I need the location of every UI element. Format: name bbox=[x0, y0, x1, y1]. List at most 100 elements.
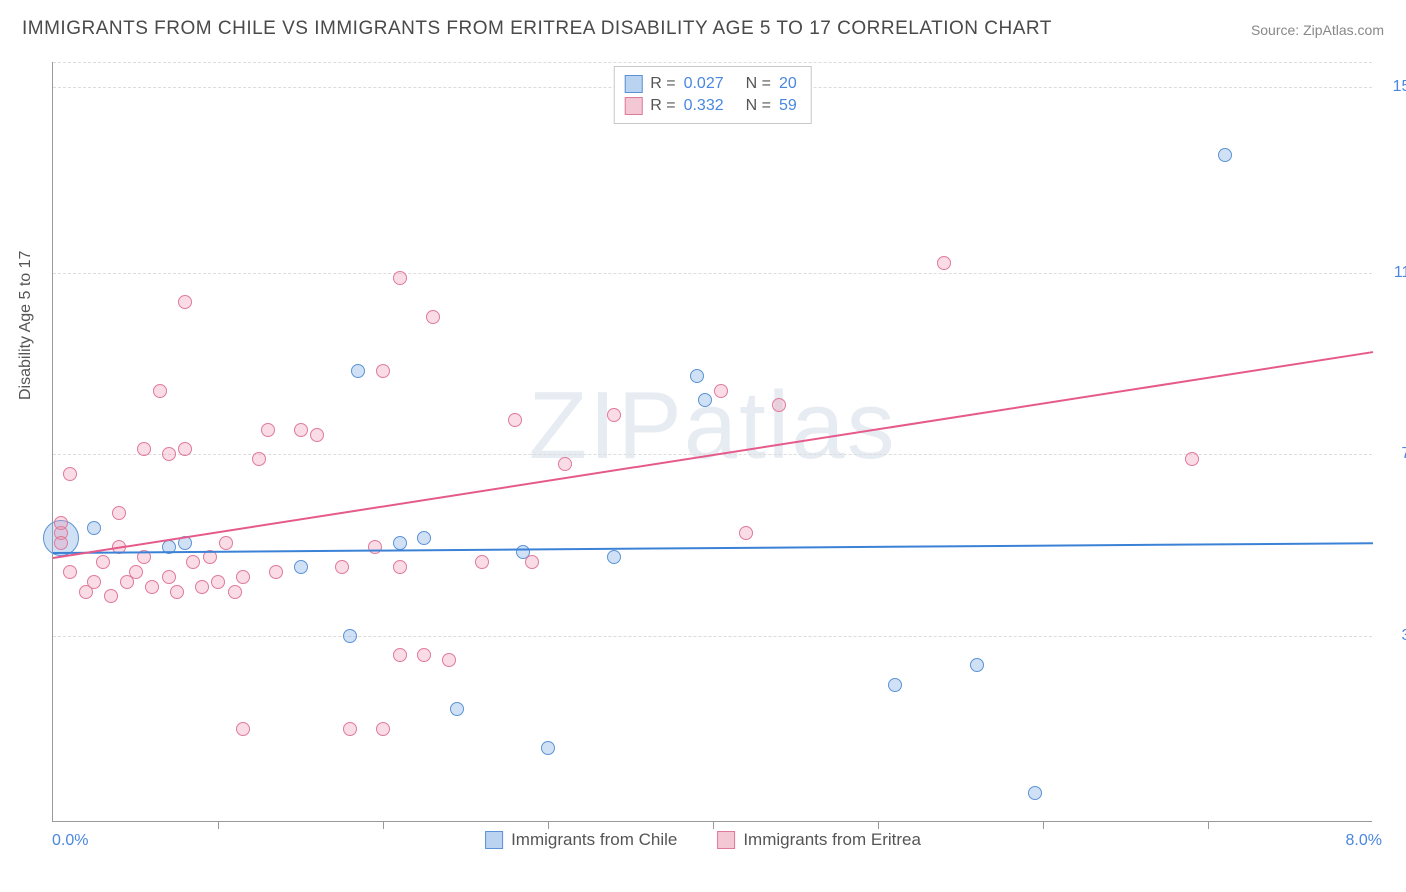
legend-item-label: Immigrants from Chile bbox=[511, 830, 677, 850]
legend-stats-box: R = 0.027 N = 20 R = 0.332 N = 59 bbox=[613, 66, 812, 124]
scatter-point bbox=[129, 565, 143, 579]
scatter-point bbox=[393, 560, 407, 574]
scatter-point bbox=[178, 295, 192, 309]
scatter-point bbox=[178, 442, 192, 456]
scatter-point bbox=[426, 310, 440, 324]
x-tick-mark bbox=[383, 821, 384, 829]
gridline-horizontal bbox=[53, 636, 1372, 637]
scatter-point bbox=[145, 580, 159, 594]
legend-stat-row: R = 0.027 N = 20 bbox=[624, 73, 797, 95]
scatter-point bbox=[211, 575, 225, 589]
scatter-point bbox=[417, 531, 431, 545]
chart-title: IMMIGRANTS FROM CHILE VS IMMIGRANTS FROM… bbox=[22, 18, 1052, 40]
scatter-point bbox=[541, 741, 555, 755]
y-axis-label: Disability Age 5 to 17 bbox=[17, 251, 35, 400]
scatter-point bbox=[1028, 786, 1042, 800]
scatter-point bbox=[1218, 148, 1232, 162]
scatter-point bbox=[104, 589, 118, 603]
scatter-point bbox=[153, 384, 167, 398]
scatter-point bbox=[607, 550, 621, 564]
scatter-point bbox=[236, 722, 250, 736]
scatter-point bbox=[112, 506, 126, 520]
scatter-point bbox=[772, 398, 786, 412]
scatter-point bbox=[228, 585, 242, 599]
scatter-point bbox=[607, 408, 621, 422]
scatter-point bbox=[87, 575, 101, 589]
scatter-point bbox=[450, 702, 464, 716]
source-label: Source: ZipAtlas.com bbox=[1251, 22, 1384, 38]
legend-swatch bbox=[624, 97, 642, 115]
scatter-point bbox=[888, 678, 902, 692]
scatter-point bbox=[219, 536, 233, 550]
legend-n-value: 20 bbox=[779, 73, 797, 95]
scatter-point bbox=[195, 580, 209, 594]
legend-r-label: R = bbox=[650, 95, 675, 117]
legend-swatch bbox=[624, 75, 642, 93]
x-tick-mark bbox=[548, 821, 549, 829]
legend-n-label: N = bbox=[746, 95, 771, 117]
scatter-point bbox=[376, 722, 390, 736]
scatter-point bbox=[351, 364, 365, 378]
scatter-point bbox=[294, 423, 308, 437]
legend-swatch bbox=[717, 831, 735, 849]
x-tick-mark bbox=[218, 821, 219, 829]
scatter-point bbox=[442, 653, 456, 667]
scatter-point bbox=[252, 452, 266, 466]
scatter-point bbox=[393, 271, 407, 285]
scatter-point bbox=[937, 256, 951, 270]
gridline-horizontal bbox=[53, 62, 1372, 63]
x-axis-max-label: 8.0% bbox=[1346, 832, 1382, 850]
y-tick-label: 15.0% bbox=[1393, 78, 1406, 96]
scatter-point bbox=[186, 555, 200, 569]
scatter-point bbox=[269, 565, 283, 579]
x-tick-mark bbox=[1208, 821, 1209, 829]
watermark-text: ZIPatlas bbox=[528, 371, 896, 481]
scatter-point bbox=[261, 423, 275, 437]
scatter-point bbox=[525, 555, 539, 569]
legend-r-value: 0.332 bbox=[684, 95, 724, 117]
legend-item-label: Immigrants from Eritrea bbox=[743, 830, 921, 850]
scatter-point bbox=[87, 521, 101, 535]
scatter-point bbox=[54, 536, 68, 550]
scatter-point bbox=[417, 648, 431, 662]
scatter-point bbox=[162, 447, 176, 461]
legend-n-value: 59 bbox=[779, 95, 797, 117]
scatter-point bbox=[162, 570, 176, 584]
scatter-point bbox=[1185, 452, 1199, 466]
legend-item: Immigrants from Eritrea bbox=[717, 830, 921, 850]
scatter-point bbox=[137, 442, 151, 456]
y-tick-label: 3.8% bbox=[1402, 627, 1406, 645]
scatter-point bbox=[236, 570, 250, 584]
scatter-point bbox=[739, 526, 753, 540]
scatter-point bbox=[558, 457, 572, 471]
scatter-point bbox=[343, 629, 357, 643]
legend-item: Immigrants from Chile bbox=[485, 830, 677, 850]
scatter-point bbox=[63, 467, 77, 481]
scatter-point bbox=[368, 540, 382, 554]
scatter-point bbox=[393, 536, 407, 550]
x-tick-mark bbox=[713, 821, 714, 829]
trend-line bbox=[53, 351, 1373, 559]
legend-stat-row: R = 0.332 N = 59 bbox=[624, 95, 797, 117]
legend-r-label: R = bbox=[650, 73, 675, 95]
scatter-point bbox=[690, 369, 704, 383]
scatter-point bbox=[310, 428, 324, 442]
scatter-point bbox=[63, 565, 77, 579]
trend-line bbox=[53, 543, 1373, 555]
x-tick-mark bbox=[878, 821, 879, 829]
scatter-point bbox=[343, 722, 357, 736]
scatter-point bbox=[294, 560, 308, 574]
scatter-point bbox=[96, 555, 110, 569]
x-tick-mark bbox=[1043, 821, 1044, 829]
scatter-point bbox=[393, 648, 407, 662]
gridline-horizontal bbox=[53, 273, 1372, 274]
x-axis-min-label: 0.0% bbox=[52, 832, 88, 850]
scatter-point bbox=[170, 585, 184, 599]
legend-r-value: 0.027 bbox=[684, 73, 724, 95]
legend-n-label: N = bbox=[746, 73, 771, 95]
legend-series: Immigrants from Chile Immigrants from Eri… bbox=[485, 830, 921, 850]
scatter-point bbox=[54, 516, 68, 530]
scatter-point bbox=[970, 658, 984, 672]
y-tick-label: 7.5% bbox=[1402, 445, 1406, 463]
legend-swatch bbox=[485, 831, 503, 849]
